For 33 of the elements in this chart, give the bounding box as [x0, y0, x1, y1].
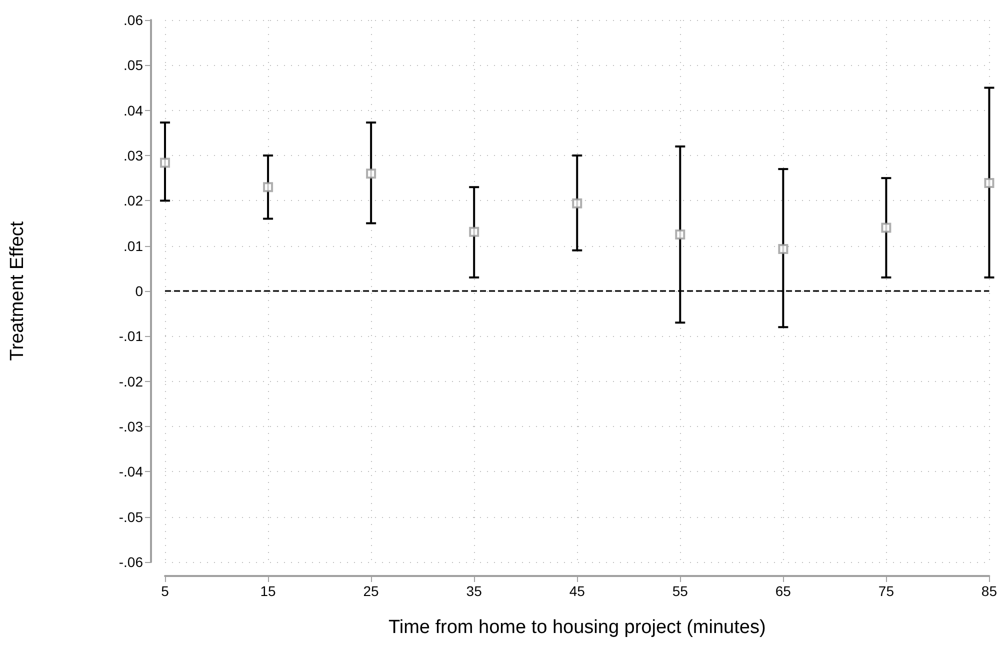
x-tick-label: 15 — [260, 583, 276, 599]
y-tick-label: -.05 — [118, 508, 144, 525]
x-tick-label: 85 — [981, 583, 998, 599]
point — [366, 168, 376, 179]
y-tick-label: .01 — [124, 238, 144, 254]
point — [778, 244, 788, 254]
point — [263, 182, 274, 192]
x-tick-label: 25 — [363, 583, 380, 599]
point — [572, 198, 582, 208]
x-tick-label: 5 — [161, 583, 170, 599]
y-tick-label: .03 — [124, 148, 144, 164]
y-tick-label: .04 — [124, 102, 144, 118]
point — [881, 222, 892, 233]
x-tick-label: 55 — [672, 583, 688, 599]
y-tick-label: .05 — [124, 57, 144, 74]
x-tick-label: 65 — [775, 583, 792, 599]
y-tick-label: -.04 — [118, 464, 144, 480]
point — [160, 158, 170, 168]
point — [469, 226, 480, 237]
x-tick-label: 45 — [569, 583, 586, 599]
y-tick-label: -.02 — [118, 373, 144, 390]
y-tick-label: -.06 — [118, 554, 144, 570]
x-tick-label: 35 — [466, 583, 482, 599]
point — [984, 178, 994, 188]
y-tick-label: .02 — [124, 192, 144, 209]
point — [675, 230, 686, 240]
y-tick-label: -.01 — [118, 328, 144, 344]
y-axis-title: Treatment Effect — [7, 220, 28, 361]
y-tick-label: 0 — [135, 283, 144, 299]
y-tick-label: -.03 — [118, 418, 144, 434]
x-tick-label: 75 — [878, 583, 894, 599]
x-axis-title: Time from home to housing project (minutes) — [388, 617, 766, 638]
y-tick-label: .06 — [124, 12, 144, 28]
